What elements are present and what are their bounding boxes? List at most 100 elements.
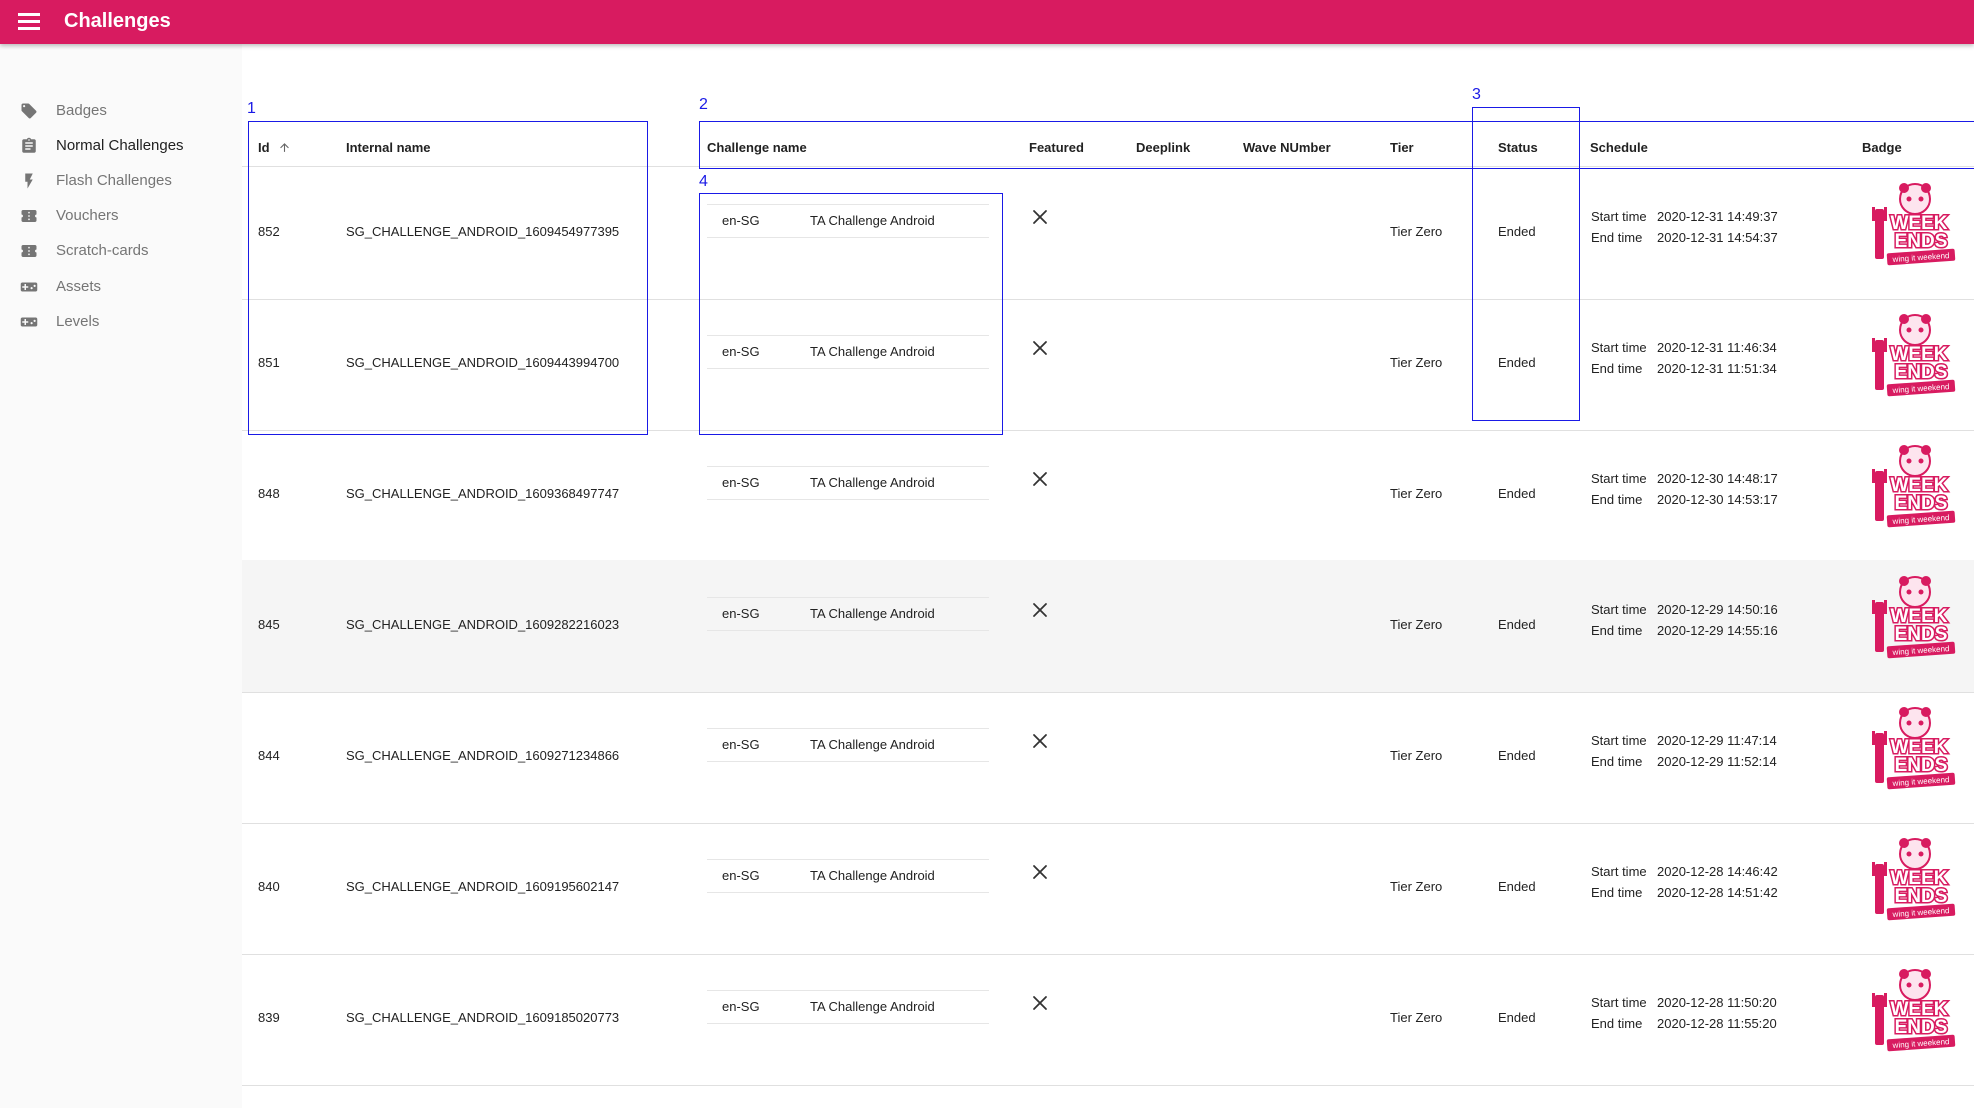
sidebar-item-label: Flash Challenges (56, 172, 172, 189)
cell-schedule: Start time 2020-12-28 14:46:42 End time 202… (1591, 861, 1778, 903)
sidebar-item-label: Vouchers (56, 207, 119, 224)
start-time-label: Start time (1591, 340, 1647, 355)
end-time-value: 2020-12-29 11:52:14 (1657, 754, 1777, 769)
cell-locale: en-SG (722, 737, 760, 752)
cell-schedule: Start time 2020-12-31 14:49:37 End time 202… (1591, 206, 1778, 248)
localized-name-row: en-SG TA Challenge Android (707, 335, 989, 369)
column-header-featured[interactable]: Featured (1029, 140, 1084, 155)
table-row[interactable]: 844 SG_CHALLENGE_ANDROID_1609271234866 en-… (242, 691, 1974, 824)
cell-internal-name: SG_CHALLENGE_ANDROID_1609271234866 (346, 748, 620, 763)
sidebar-item-label: Levels (56, 313, 100, 330)
cell-schedule: Start time 2020-12-30 14:48:17 End time 202… (1591, 468, 1778, 510)
cell-schedule: Start time 2020-12-29 14:50:16 End time 202… (1591, 599, 1778, 641)
clipboard-icon (22, 137, 36, 153)
sidebar-item-assets[interactable]: Assets (0, 270, 240, 304)
badge-tagline: wing it weekend (1891, 251, 1949, 264)
column-header-internal-name[interactable]: Internal name (346, 140, 431, 155)
end-time-value: 2020-12-31 14:54:37 (1657, 230, 1778, 245)
table-row[interactable]: 848 SG_CHALLENGE_ANDROID_1609368497747 en-… (242, 429, 1974, 562)
table-row[interactable]: 852 SG_CHALLENGE_ANDROID_1609454977395 en-… (242, 167, 1974, 300)
badge-tagline: wing it weekend (1891, 644, 1949, 657)
cell-id: 848 (258, 486, 280, 501)
column-header-challenge-name[interactable]: Challenge name (707, 140, 807, 155)
badge-tagline: wing it weekend (1891, 775, 1949, 788)
cell-schedule: Start time 2020-12-28 11:50:20 End time 202… (1591, 992, 1777, 1034)
column-header-id[interactable]: Id (258, 140, 289, 155)
sidebar-item-label: Scratch-cards (56, 242, 149, 259)
start-time-value: 2020-12-30 14:48:17 (1657, 471, 1778, 486)
cell-challenge-name: TA Challenge Android (810, 606, 935, 621)
badge-text-line2: ENDS (1895, 886, 1948, 907)
close-icon (1033, 603, 1047, 617)
cell-internal-name: SG_CHALLENGE_ANDROID_1609454977395 (346, 224, 620, 239)
cell-locale: en-SG (722, 606, 760, 621)
column-label: Id (258, 140, 270, 155)
end-time-value: 2020-12-29 14:55:16 (1657, 623, 1778, 638)
close-icon (1033, 734, 1047, 748)
cell-internal-name: SG_CHALLENGE_ANDROID_1609443994700 (346, 355, 620, 370)
column-header-schedule[interactable]: Schedule (1590, 140, 1648, 155)
start-time-value: 2020-12-29 14:50:16 (1657, 602, 1778, 617)
end-time-value: 2020-12-30 14:53:17 (1657, 492, 1778, 507)
table-row[interactable]: 851 SG_CHALLENGE_ANDROID_1609443994700 en-… (242, 298, 1974, 431)
column-header-badge[interactable]: Badge (1862, 140, 1902, 155)
sidebar-item-label: Badges (56, 102, 107, 119)
column-header-wave-number[interactable]: Wave NUmber (1243, 140, 1331, 155)
sidebar-item-flash-challenges[interactable]: Flash Challenges (0, 164, 240, 198)
table-row[interactable]: 840 SG_CHALLENGE_ANDROID_1609195602147 en-… (242, 822, 1974, 955)
column-header-tier[interactable]: Tier (1390, 140, 1414, 155)
end-time-label: End time (1591, 361, 1643, 376)
annotation-label-4: 4 (699, 173, 708, 190)
cell-internal-name: SG_CHALLENGE_ANDROID_1609282216023 (346, 617, 620, 632)
cell-challenge-name: TA Challenge Android (810, 999, 935, 1014)
sidebar: Badges Normal Challenges Flash Challenge… (0, 44, 240, 1108)
badge-text-line2: ENDS (1895, 624, 1948, 645)
annotation-label-3: 3 (1472, 86, 1481, 103)
end-time-value: 2020-12-28 11:55:20 (1657, 1016, 1777, 1031)
sidebar-item-badges[interactable]: Badges (0, 94, 240, 128)
cell-id: 844 (258, 748, 280, 763)
page-title: Challenges (64, 10, 171, 32)
cell-status: Ended (1498, 486, 1536, 501)
cell-tier: Tier Zero (1390, 748, 1443, 763)
sidebar-item-levels[interactable]: Levels (0, 305, 240, 339)
cell-tier: Tier Zero (1390, 355, 1443, 370)
cell-schedule: Start time 2020-12-31 11:46:34 End time 202… (1591, 337, 1777, 379)
start-time-value: 2020-12-31 11:46:34 (1657, 340, 1777, 355)
badge-text-line1: WEEK (1891, 999, 1948, 1020)
end-time-label: End time (1591, 1016, 1643, 1031)
end-time-value: 2020-12-31 11:51:34 (1657, 361, 1777, 376)
arrow-up-icon (280, 143, 289, 152)
localized-name-row: en-SG TA Challenge Android (707, 597, 989, 631)
sidebar-item-normal-challenges[interactable]: Normal Challenges (0, 129, 240, 163)
cell-internal-name: SG_CHALLENGE_ANDROID_1609185020773 (346, 1010, 620, 1025)
start-time-value: 2020-12-28 14:46:42 (1657, 864, 1778, 879)
cell-challenge-name: TA Challenge Android (810, 868, 935, 883)
cell-internal-name: SG_CHALLENGE_ANDROID_1609195602147 (346, 879, 620, 894)
badge-text-line2: ENDS (1895, 755, 1948, 776)
cell-id: 851 (258, 355, 280, 370)
tag-icon (21, 103, 37, 119)
start-time-value: 2020-12-31 14:49:37 (1657, 209, 1778, 224)
column-header-status[interactable]: Status (1498, 140, 1538, 155)
sidebar-item-scratch-cards[interactable]: Scratch-cards (0, 234, 240, 268)
badge-text-line1: WEEK (1891, 868, 1948, 889)
table-row[interactable]: 845 SG_CHALLENGE_ANDROID_1609282216023 en-… (242, 560, 1974, 693)
start-time-value: 2020-12-28 11:50:20 (1657, 995, 1777, 1010)
column-header-deeplink[interactable]: Deeplink (1136, 140, 1191, 155)
menu-icon[interactable] (18, 13, 40, 31)
close-icon (1033, 996, 1047, 1010)
sidebar-item-vouchers[interactable]: Vouchers (0, 199, 240, 233)
cell-challenge-name: TA Challenge Android (810, 737, 935, 752)
ticket-icon (21, 245, 37, 257)
cell-id: 840 (258, 879, 280, 894)
badge-text-line1: WEEK (1891, 344, 1948, 365)
cell-locale: en-SG (722, 868, 760, 883)
localized-name-row: en-SG TA Challenge Android (707, 204, 989, 238)
cell-tier: Tier Zero (1390, 879, 1443, 894)
badge-text-line2: ENDS (1895, 231, 1948, 252)
gamepad-icon (20, 317, 38, 327)
table-row[interactable]: 839 SG_CHALLENGE_ANDROID_1609185020773 en-… (242, 953, 1974, 1086)
end-time-label: End time (1591, 492, 1643, 507)
